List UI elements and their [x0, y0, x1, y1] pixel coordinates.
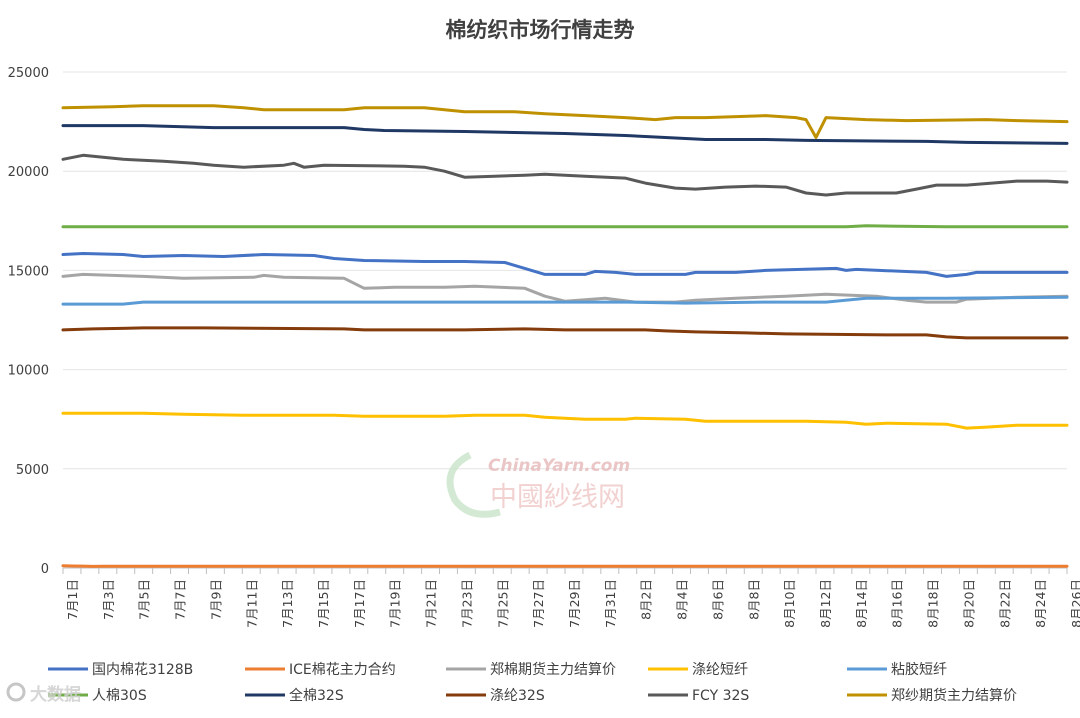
- x-tick-label: 7月19日: [388, 579, 403, 628]
- legend: 国内棉花3128B ICE棉花主力合约 郑棉期货主力结算价 涤纶短纤 粘胶短纤人棉30S…: [48, 661, 1017, 704]
- chart-title: 棉纺织市场行情走势: [446, 18, 635, 42]
- x-axis-ticks: 7月1日 7月3日 7月5日 7月7日 7月9日 7月11日 7月13日 7月15日 7月17日…: [62, 568, 1080, 628]
- series-line-7: [61, 326, 1069, 340]
- legend-label: FCY 32S: [692, 688, 749, 704]
- x-tick-label: 7月5日: [137, 579, 152, 620]
- x-tick-label: 7月27日: [531, 579, 546, 628]
- x-tick-label: 8月10日: [782, 579, 797, 628]
- legend-label: 粘胶短纤: [891, 661, 947, 678]
- y-tick-label: 20000: [8, 165, 49, 180]
- x-tick-label: 7月17日: [352, 579, 367, 628]
- watermark-cjk: 中國紗线网: [490, 482, 625, 513]
- y-tick-label: 0: [41, 562, 49, 577]
- series-line-4: [61, 295, 1069, 306]
- legend-label: 人棉30S: [92, 687, 147, 704]
- x-tick-label: 7月3日: [101, 579, 116, 620]
- corner-watermark-text: 大数据: [30, 684, 81, 705]
- legend-label: 涤纶短纤: [692, 662, 748, 678]
- x-tick-label: 7月13日: [280, 579, 295, 628]
- x-tick-label: 8月24日: [1033, 579, 1048, 628]
- y-tick-label: 25000: [8, 66, 49, 81]
- x-tick-label: 7月31日: [603, 579, 618, 628]
- x-tick-label: 8月22日: [997, 579, 1012, 628]
- legend-label: 国内棉花3128B: [92, 661, 193, 678]
- x-tick-label: 8月4日: [675, 579, 690, 620]
- x-tick-label: 7月29日: [567, 579, 582, 628]
- y-tick-label: 10000: [8, 364, 49, 379]
- gridlines: [63, 71, 1067, 569]
- watermark: ChinaYarn.com 中國紗线网: [446, 451, 630, 518]
- x-tick-label: 8月8日: [746, 579, 761, 620]
- legend-label: 全棉32S: [289, 687, 344, 704]
- legend-label: ICE棉花主力合约: [289, 661, 396, 678]
- x-tick-label: 7月21日: [424, 579, 439, 628]
- x-tick-label: 8月20日: [961, 579, 976, 628]
- legend-label: 涤纶32S: [490, 688, 545, 704]
- y-tick-label: 15000: [8, 264, 49, 279]
- x-tick-label: 8月16日: [890, 579, 905, 628]
- x-tick-label: 8月12日: [818, 579, 833, 628]
- series-line-9: [61, 104, 1069, 139]
- x-tick-label: 7月23日: [459, 579, 474, 628]
- x-tick-label: 7月9日: [208, 579, 223, 620]
- y-axis-ticks: 0 5000 10000 15000 20000 25000: [8, 66, 49, 577]
- series-line-8: [61, 153, 1069, 197]
- x-tick-label: 7月11日: [244, 579, 259, 628]
- legend-label: 郑棉期货主力结算价: [490, 661, 616, 678]
- x-tick-label: 8月6日: [710, 579, 725, 620]
- x-tick-label: 7月25日: [495, 579, 510, 628]
- corner-logo-icon: [6, 682, 26, 702]
- x-tick-label: 7月15日: [316, 579, 331, 628]
- x-tick-label: 8月18日: [926, 579, 941, 628]
- series-line-6: [61, 124, 1069, 145]
- x-tick-label: 7月7日: [173, 579, 188, 620]
- corner-watermark: 大数据: [6, 682, 81, 705]
- watermark-latin: ChinaYarn.com: [488, 456, 630, 476]
- x-tick-label: 7月1日: [65, 579, 80, 620]
- series-line-3: [61, 411, 1069, 430]
- x-tick-label: 8月26日: [1069, 579, 1080, 628]
- series-line-5: [61, 224, 1069, 229]
- x-tick-label: 8月2日: [639, 579, 654, 620]
- x-tick-label: 8月14日: [854, 579, 869, 628]
- series-line-1: [61, 564, 1069, 568]
- series-lines: [61, 104, 1069, 568]
- watermark-swoosh-icon: [446, 451, 501, 518]
- legend-label: 郑纱期货主力结算价: [891, 687, 1017, 704]
- y-tick-label: 5000: [16, 463, 49, 478]
- series-line-0: [61, 252, 1069, 278]
